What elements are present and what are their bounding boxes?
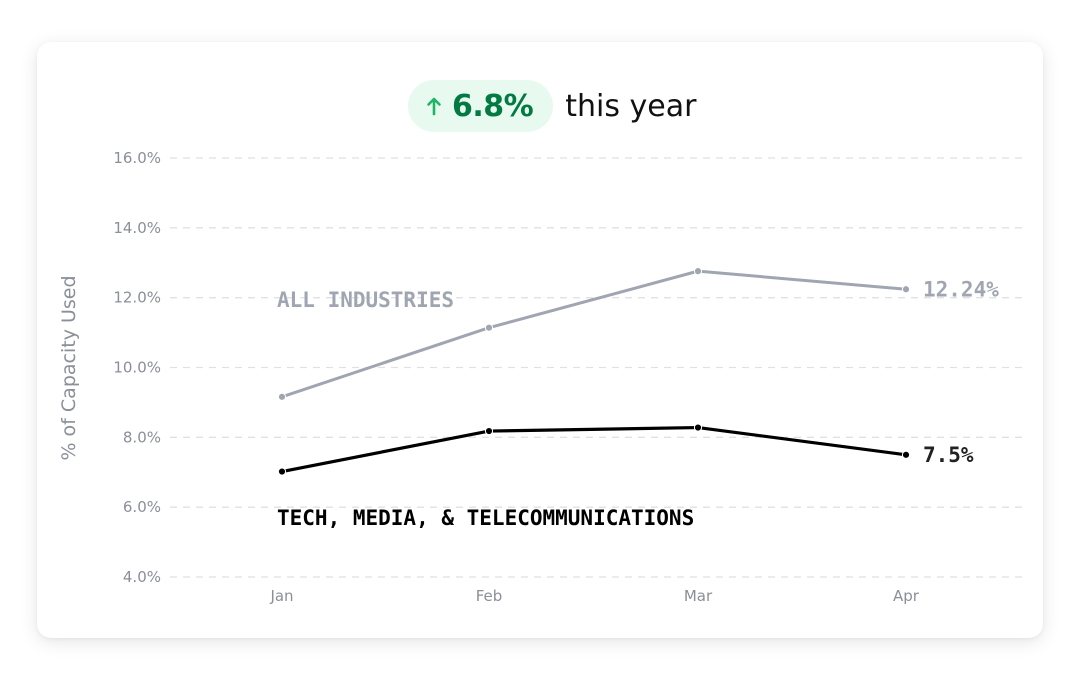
chart-card: [37, 42, 1043, 638]
series-line: [280, 269, 908, 399]
x-tick-label: Apr: [893, 587, 920, 605]
y-tick-label: 12.0%: [113, 289, 161, 307]
change-value: 6.8%: [452, 88, 534, 124]
series-name-label: ALL INDUSTRIES: [277, 288, 454, 312]
y-tick-label: 6.0%: [123, 498, 161, 516]
headline-suffix: this year: [565, 88, 697, 124]
x-tick-label: Feb: [476, 587, 503, 605]
data-point: [693, 423, 703, 432]
y-tick-label: 8.0%: [123, 428, 161, 446]
y-tick-label: 16.0%: [113, 149, 161, 167]
data-point: [277, 467, 287, 476]
x-axis-ticks: Jan Feb Mar Apr: [269, 587, 919, 605]
series-end-label: 12.24%: [923, 277, 999, 301]
y-tick-label: 14.0%: [113, 219, 161, 237]
headline: 6.8% this year: [408, 80, 696, 132]
y-tick-label: 10.0%: [113, 359, 161, 377]
series-end-label: 7.5%: [923, 443, 974, 467]
data-point: [484, 323, 494, 332]
y-axis-ticks: 4.0% 6.0% 8.0% 10.0% 12.0% 14.0% 16.0%: [113, 149, 161, 586]
data-point: [901, 450, 911, 459]
arrow-up-icon: [427, 97, 441, 116]
x-tick-label: Mar: [684, 587, 713, 605]
x-tick-label: Jan: [269, 587, 293, 605]
data-point: [484, 426, 494, 436]
series-group: 12.24% ALL INDUSTRIES 7.5% TECH, MEDIA, & T…: [277, 267, 999, 530]
series-name-label: TECH, MEDIA, & TELECOMMUNICATIONS: [277, 506, 694, 530]
change-badge: 6.8%: [408, 80, 554, 132]
data-point: [693, 267, 703, 276]
y-axis-label: % of Capacity Used: [58, 275, 80, 460]
y-tick-label: 4.0%: [123, 568, 161, 586]
data-point: [901, 285, 911, 294]
data-point: [277, 392, 287, 401]
series-line: [280, 425, 908, 474]
